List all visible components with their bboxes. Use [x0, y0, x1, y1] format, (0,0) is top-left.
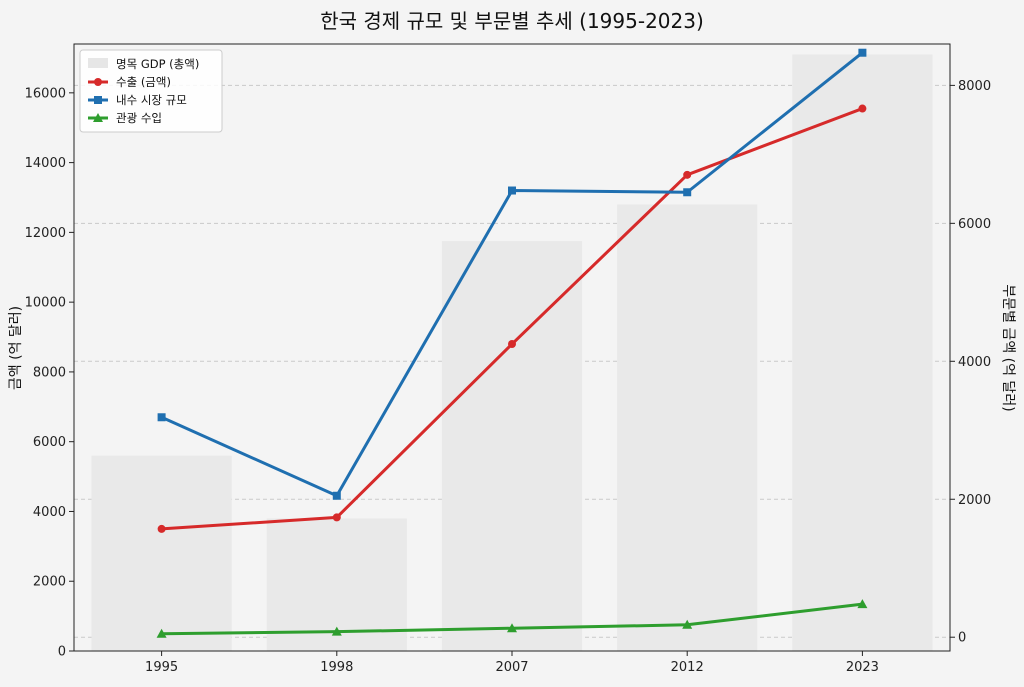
- ytick-label-right-4000: 4000: [958, 355, 991, 370]
- gdp-bars: [91, 54, 933, 652]
- series-1-point-2012: [683, 188, 692, 197]
- legend-marker-0: [94, 78, 102, 86]
- series-lines: [156, 48, 868, 638]
- ytick-label-left-4000: 4000: [33, 505, 66, 520]
- series-0-point-2012: [683, 170, 692, 179]
- x-axis: 1995 1998 2007 2012 2023: [145, 651, 879, 675]
- gdp-bar-1995: [91, 455, 232, 651]
- y-axis-right: 0 2000 4000 6000 8000: [950, 79, 991, 646]
- legend-marker-2: [93, 113, 103, 122]
- legend-marker-1: [94, 96, 102, 104]
- series-1-point-1995: [157, 413, 166, 422]
- y-axis-label-left: 금액 (억 달러): [8, 306, 24, 390]
- xtick-label-2007: 2007: [495, 660, 528, 675]
- ytick-label-left-6000: 6000: [33, 435, 66, 450]
- ytick-label-left-10000: 10000: [25, 296, 66, 311]
- ytick-label-right-0: 0: [958, 631, 966, 646]
- xtick-label-1998: 1998: [320, 660, 353, 675]
- series-0-point-2007: [508, 340, 516, 349]
- gdp-bar-2007: [441, 241, 583, 651]
- series-0-point-1995: [157, 524, 166, 533]
- gdp-bar-2023: [792, 54, 933, 652]
- y-axis-label-right: 부문별 금액 (억 달러): [1000, 284, 1016, 411]
- series-0-point-1998: [332, 513, 341, 522]
- series-2-point-1998: [331, 626, 342, 636]
- gdp-bar-2012: [617, 204, 758, 652]
- ytick-label-right-8000: 8000: [958, 79, 991, 94]
- xtick-label-2023: 2023: [846, 660, 879, 675]
- legend-label-0: 수출 (금액): [116, 75, 171, 89]
- series-2-point-1995: [156, 628, 167, 638]
- series-2-point-2007: [507, 623, 517, 633]
- ytick-label-left-12000: 12000: [25, 226, 66, 241]
- ytick-label-left-2000: 2000: [33, 575, 66, 590]
- ytick-label-left-8000: 8000: [33, 365, 66, 380]
- series-1-point-1998: [332, 491, 341, 500]
- legend-swatch-gdp: [88, 58, 108, 68]
- chart-title: 한국 경제 규모 및 부문별 추세 (1995-2023): [320, 9, 704, 33]
- y-axis-left: 0 2000 4000 6000 8000 10000 12000 14000 16000: [25, 86, 74, 660]
- legend-label-2: 관광 수입: [116, 111, 162, 125]
- ytick-label-left-0: 0: [58, 645, 66, 660]
- series-1-point-2023: [858, 48, 867, 57]
- series-2-point-2023: [857, 599, 868, 609]
- ytick-label-left-16000: 16000: [25, 86, 66, 101]
- legend-label-gdp: 명목 GDP (총액): [116, 57, 199, 71]
- xtick-label-2012: 2012: [671, 660, 704, 675]
- legend-label-1: 내수 시장 규모: [116, 93, 187, 107]
- series-2-point-2012: [682, 619, 693, 629]
- series-0-point-2023: [858, 104, 867, 113]
- legend-box: [79, 49, 223, 133]
- ytick-label-right-2000: 2000: [958, 493, 991, 508]
- ytick-label-right-6000: 6000: [958, 217, 991, 232]
- xtick-label-1995: 1995: [145, 660, 178, 675]
- ytick-label-left-14000: 14000: [25, 156, 66, 171]
- series-1-point-2007: [508, 186, 516, 195]
